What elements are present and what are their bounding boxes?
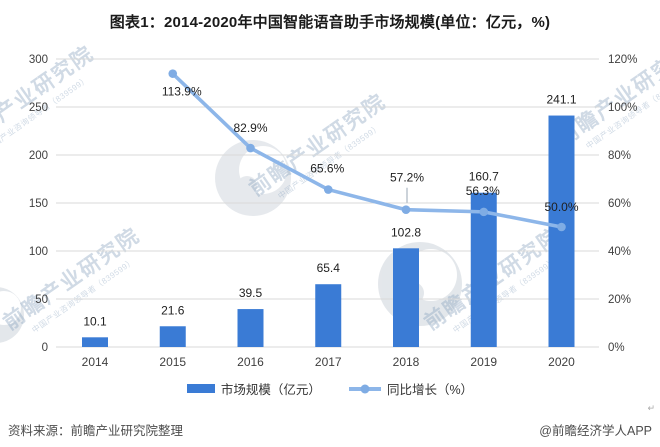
left-axis-tick: 50 <box>35 294 48 306</box>
right-axis-tick: 20% <box>608 294 631 306</box>
growth-line <box>170 71 564 229</box>
chart-title: 图表1：2014-2020年中国智能语音助手市场规模(单位：亿元，%) <box>109 14 551 31</box>
bar-value-label-2017: 65.4 <box>317 261 341 275</box>
bar-2016 <box>237 309 264 347</box>
left-axis-tick: 300 <box>29 54 48 66</box>
line-point-2017 <box>323 185 333 194</box>
line-value-label-2017: 65.6% <box>310 162 344 176</box>
bar-series-swatch <box>186 384 215 393</box>
footer: 资料来源：前瞻产业研究院整理 @前瞻经济学人APP <box>8 420 652 439</box>
bar-value-label-2019: 160.7 <box>469 170 499 184</box>
left-axis-tick: 0 <box>42 342 48 354</box>
x-axis-label-2017: 2017 <box>315 355 342 369</box>
left-axis-tick: 100 <box>29 246 48 258</box>
bar-value-label-2016: 39.5 <box>239 286 263 300</box>
right-axis-tick: 40% <box>608 246 631 258</box>
left-axis-tick: 250 <box>29 102 48 114</box>
line-point-2015 <box>168 69 178 78</box>
legend-label-line: 同比增长（%） <box>386 383 474 397</box>
line-point-2019 <box>479 207 489 217</box>
bar-value-label-2018: 102.8 <box>391 225 421 239</box>
right-axis-tick: 100% <box>608 102 637 114</box>
right-axis-tick: 60% <box>608 198 631 210</box>
bar-value-label-2015: 21.6 <box>161 303 185 317</box>
right-axis-tick: 120% <box>608 54 637 66</box>
bar-2015 <box>159 326 186 347</box>
line-marker-icon <box>360 384 370 393</box>
x-axis-label-2019: 2019 <box>470 355 497 369</box>
line-value-label-2015: 113.9% <box>162 85 202 99</box>
line-value-label-2019: 56.3% <box>466 184 500 198</box>
line-point-2018 <box>401 205 411 215</box>
x-axis-label-2020: 2020 <box>548 355 575 369</box>
legend-item-line: 同比增长（%） <box>348 379 474 398</box>
bar-2017 <box>315 284 342 347</box>
credit-note: @前瞻经济学人APP <box>539 424 652 438</box>
legend: 市场规模（亿元） 同比增长（%） <box>0 379 660 398</box>
line-value-label-2016: 82.9% <box>233 121 267 135</box>
bar-2019 <box>470 192 497 347</box>
x-axis-label-2015: 2015 <box>159 355 186 369</box>
bar-value-label-2020: 241.1 <box>546 93 576 107</box>
left-axis-tick: 200 <box>29 150 48 162</box>
x-axis-label-2018: 2018 <box>393 355 420 369</box>
right-axis-tick: 80% <box>608 150 631 162</box>
source-note: 资料来源：前瞻产业研究院整理 <box>8 424 184 438</box>
return-mark: ↵ <box>647 403 655 413</box>
x-axis-label-2014: 2014 <box>82 355 109 369</box>
bar-value-label-2014: 10.1 <box>83 314 107 328</box>
bar-2018 <box>393 248 419 347</box>
x-axis-label-2016: 2016 <box>237 355 264 369</box>
bar-2014 <box>82 337 108 347</box>
line-point-2016 <box>246 143 255 153</box>
legend-item-bar: 市场规模（亿元） <box>186 379 321 398</box>
right-axis-tick: 0% <box>608 342 625 354</box>
left-axis-tick: 150 <box>29 198 48 210</box>
line-series-swatch <box>348 384 381 393</box>
legend-label-bar: 市场规模（亿元） <box>220 383 321 397</box>
line-point-2020 <box>557 222 566 232</box>
line-value-label-2018: 57.2% <box>390 171 424 185</box>
line-value-label-2020: 50.0% <box>544 200 578 214</box>
